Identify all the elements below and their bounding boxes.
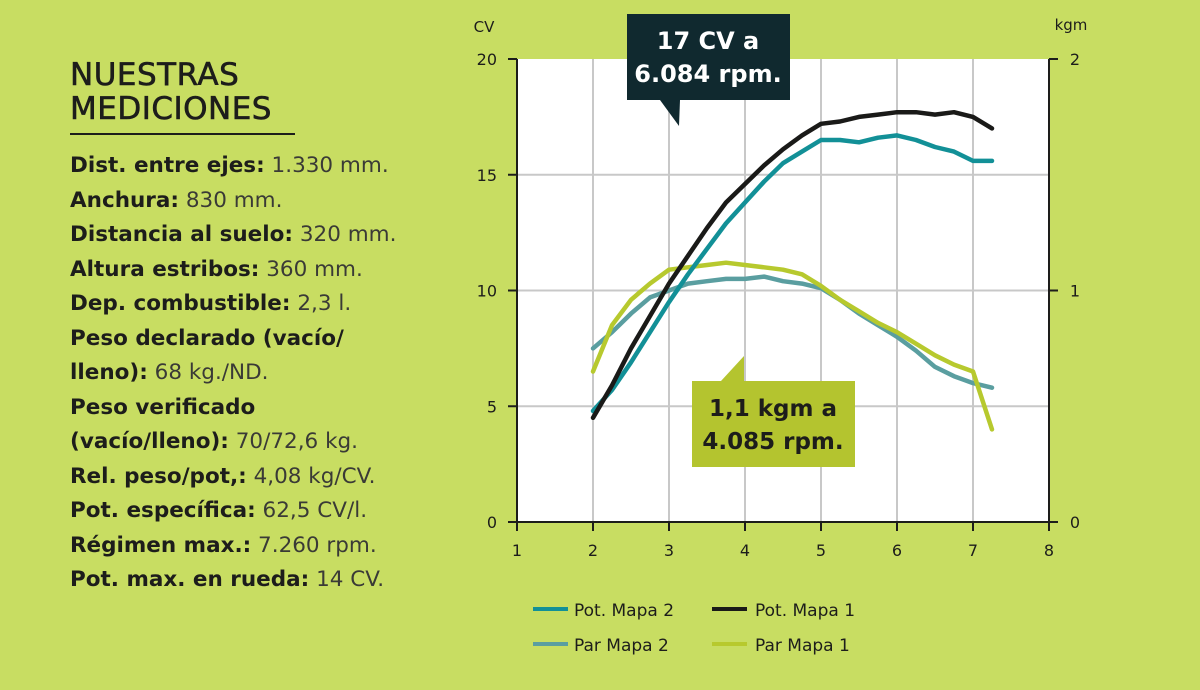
spec-value: 70/72,6 kg. bbox=[228, 429, 358, 454]
callout-box bbox=[627, 14, 790, 100]
callout-line1: 17 CV a bbox=[657, 27, 760, 55]
y-right-axis-label: kgm bbox=[1055, 16, 1088, 34]
spec-key: Peso declarado (vacío/ bbox=[70, 325, 344, 351]
callout-box bbox=[692, 381, 855, 467]
series-line-pot-mapa-1 bbox=[590, 109, 995, 421]
peak-torque-callout: 1,1 kgm a 4.085 rpm. bbox=[692, 356, 855, 467]
spec-list: Dist. entre ejes: 1.330 mm. Anchura: 830… bbox=[70, 149, 470, 598]
spec-key: Peso verificado bbox=[70, 394, 256, 420]
spec-value: 1.330 mm. bbox=[264, 153, 389, 178]
spec-item: Pot. max. en rueda: 14 CV. bbox=[70, 563, 470, 598]
spec-value: 320 mm. bbox=[293, 222, 397, 247]
spec-item: lleno): 68 kg./ND. bbox=[70, 356, 470, 391]
y-left-tick-label: 15 bbox=[477, 166, 497, 185]
x-tick-label: 7 bbox=[968, 541, 978, 560]
spec-item: Peso declarado (vacío/ bbox=[70, 322, 470, 357]
legend-label: Par Mapa 2 bbox=[574, 636, 669, 656]
spec-key: Rel. peso/pot,: bbox=[70, 463, 247, 489]
specs-panel: NUESTRAS MEDICIONES Dist. entre ejes: 1.… bbox=[70, 58, 470, 598]
series-line-par-mapa-2 bbox=[590, 274, 995, 390]
x-tick-label: 1 bbox=[512, 541, 522, 560]
y-left-tick-label: 20 bbox=[477, 50, 497, 69]
x-tick-label: 2 bbox=[588, 541, 598, 560]
spec-item: Altura estribos: 360 mm. bbox=[70, 253, 470, 288]
spec-item: Anchura: 830 mm. bbox=[70, 184, 470, 219]
spec-item: Peso verificado bbox=[70, 391, 470, 426]
spec-key: Distancia al suelo: bbox=[70, 222, 293, 247]
spec-key: (vacío/lleno): bbox=[70, 429, 229, 454]
spec-key: Pot. específica: bbox=[70, 498, 256, 523]
spec-value: 2,3 l. bbox=[290, 291, 352, 316]
spec-value: 68 kg./ND. bbox=[147, 360, 269, 385]
spec-key: lleno): bbox=[70, 360, 148, 385]
legend-label: Pot. Mapa 2 bbox=[574, 601, 674, 621]
y-right-tick-label: 0 bbox=[1070, 513, 1080, 532]
spec-item: Rel. peso/pot,: 4,08 kg/CV. bbox=[70, 460, 470, 495]
spec-key: Pot. max. en rueda: bbox=[70, 567, 310, 592]
x-tick-label: 8 bbox=[1044, 541, 1054, 560]
spec-value: 7.260 rpm. bbox=[251, 532, 377, 558]
y-right-tick-label: 2 bbox=[1070, 50, 1080, 69]
x-tick-label: 6 bbox=[892, 541, 902, 560]
spec-value: 4,08 kg/CV. bbox=[246, 463, 376, 489]
specs-title: NUESTRAS MEDICIONES bbox=[70, 57, 470, 127]
spec-value: 14 CV. bbox=[309, 567, 385, 592]
series-line-pot-mapa-2 bbox=[590, 133, 995, 414]
callout-line2: 4.085 rpm. bbox=[702, 429, 843, 455]
callout-pointer bbox=[721, 356, 744, 381]
spec-item: Dep. combustible: 2,3 l. bbox=[70, 287, 470, 322]
spec-item: Pot. específica: 62,5 CV/l. bbox=[70, 494, 470, 529]
legend-label: Pot. Mapa 1 bbox=[755, 601, 855, 621]
series-lines bbox=[590, 109, 995, 432]
spec-item: (vacío/lleno): 70/72,6 kg. bbox=[70, 425, 470, 460]
peak-power-callout: 17 CV a 6.084 rpm. bbox=[627, 14, 790, 126]
spec-key: Anchura: bbox=[70, 187, 180, 213]
spec-value: 830 mm. bbox=[179, 187, 283, 213]
legend: Pot. Mapa 2 Pot. Mapa 1 Par Mapa 2 Par M… bbox=[533, 601, 855, 656]
y-right-tick-label: 1 bbox=[1070, 282, 1080, 301]
spec-item: Dist. entre ejes: 1.330 mm. bbox=[70, 149, 470, 184]
spec-item: Distancia al suelo: 320 mm. bbox=[70, 218, 470, 253]
spec-key: Régimen max.: bbox=[70, 532, 252, 558]
y-left-tick-label: 10 bbox=[477, 282, 497, 301]
callout-pointer bbox=[660, 100, 680, 126]
spec-value: 360 mm. bbox=[259, 256, 363, 282]
series-line-par-mapa-1 bbox=[590, 260, 995, 432]
x-tick-label: 4 bbox=[740, 541, 750, 560]
y-left-tick-label: 5 bbox=[487, 397, 497, 416]
spec-key: Altura estribos: bbox=[70, 256, 260, 282]
x-tick-label: 5 bbox=[816, 541, 826, 560]
spec-key: Dep. combustible: bbox=[70, 291, 291, 316]
legend-label: Par Mapa 1 bbox=[755, 636, 850, 656]
specs-title-line2: MEDICIONES bbox=[70, 91, 272, 127]
y-left-axis-label: CV bbox=[474, 18, 495, 36]
spec-key: Dist. entre ejes: bbox=[70, 153, 265, 178]
spec-item: Régimen max.: 7.260 rpm. bbox=[70, 529, 470, 564]
x-tick-label: 3 bbox=[664, 541, 674, 560]
specs-title-line1: NUESTRAS bbox=[70, 57, 240, 93]
y-left-tick-label: 0 bbox=[487, 513, 497, 532]
callout-line1: 1,1 kgm a bbox=[709, 396, 837, 422]
title-underline bbox=[70, 133, 295, 135]
callout-line2: 6.084 rpm. bbox=[634, 60, 781, 88]
spec-value: 62,5 CV/l. bbox=[255, 498, 368, 523]
